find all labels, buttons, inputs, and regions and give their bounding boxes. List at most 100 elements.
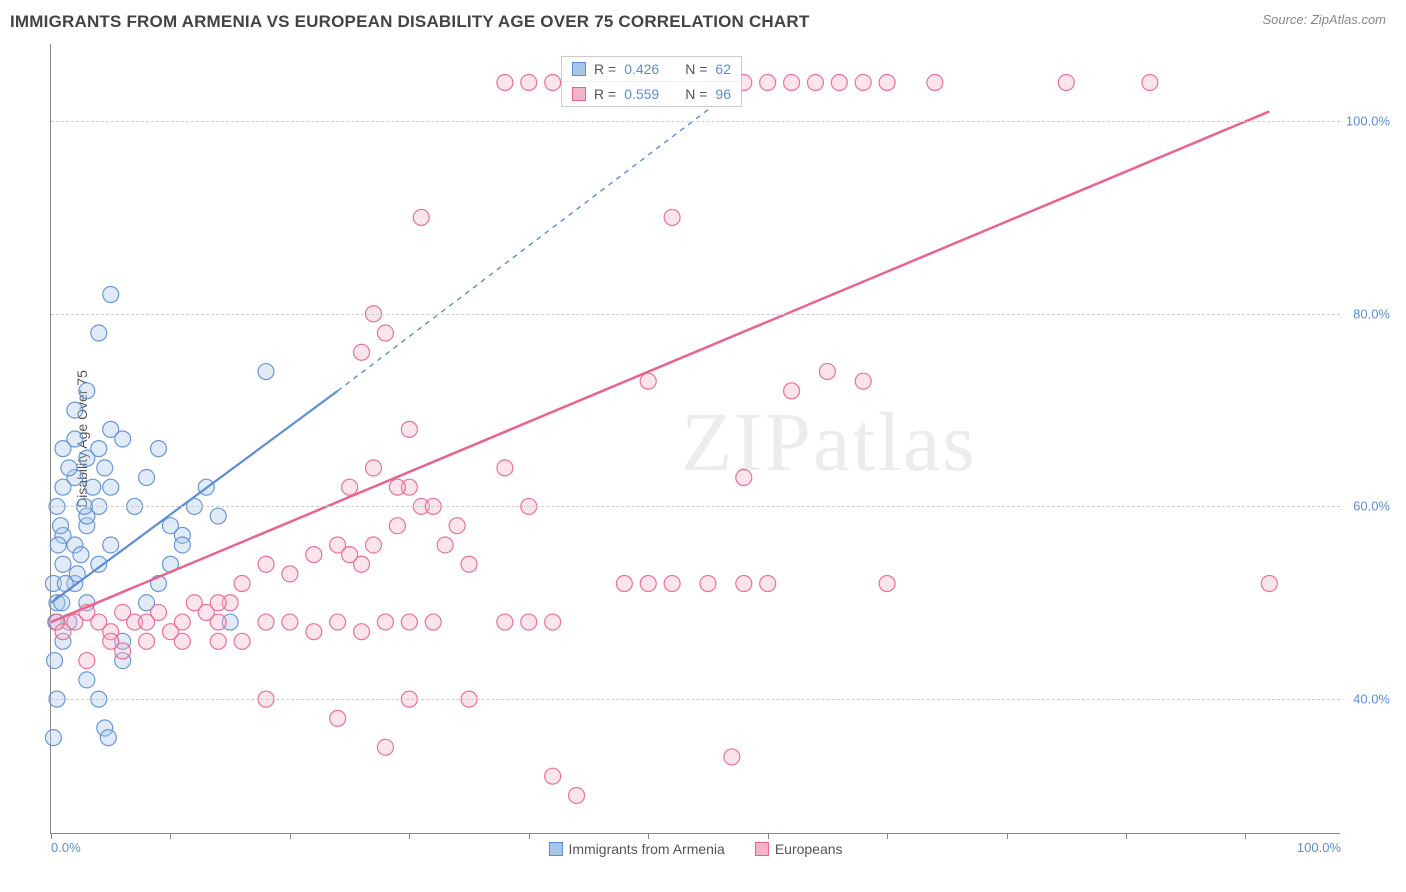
european-point <box>401 614 417 630</box>
european-point <box>784 75 800 91</box>
european-point <box>736 470 752 486</box>
x-tick <box>768 833 769 839</box>
european-point <box>569 787 585 803</box>
stats-n-value: 96 <box>715 86 731 102</box>
legend-label: Europeans <box>775 841 843 857</box>
armenia-point <box>210 508 226 524</box>
european-point <box>927 75 943 91</box>
armenia-point <box>47 653 63 669</box>
gridline <box>51 314 1340 315</box>
european-point <box>258 556 274 572</box>
armenia-point <box>103 479 119 495</box>
armenia-point <box>50 537 66 553</box>
european-point <box>139 633 155 649</box>
european-point <box>449 518 465 534</box>
gridline <box>51 699 1340 700</box>
stats-swatch <box>572 62 586 76</box>
x-tick <box>1007 833 1008 839</box>
european-point <box>377 325 393 341</box>
european-point <box>401 421 417 437</box>
european-point <box>366 537 382 553</box>
european-point <box>879 576 895 592</box>
y-tick-label: 40.0% <box>1353 692 1390 707</box>
european-point <box>760 75 776 91</box>
x-tick <box>1126 833 1127 839</box>
european-point <box>366 460 382 476</box>
y-tick-label: 100.0% <box>1346 114 1390 129</box>
armenia-point <box>79 383 95 399</box>
european-point <box>497 460 513 476</box>
european-point <box>115 643 131 659</box>
european-point <box>330 614 346 630</box>
armenia-point <box>115 431 131 447</box>
armenia-point <box>103 537 119 553</box>
legend-item: Europeans <box>755 841 843 857</box>
stats-n-value: 62 <box>715 61 731 77</box>
stats-r-label: R = <box>594 61 616 77</box>
european-point <box>736 576 752 592</box>
x-tick-left: 0.0% <box>51 840 81 855</box>
european-point <box>389 518 405 534</box>
armenia-point <box>67 402 83 418</box>
stats-row: R =0.559N =96 <box>562 82 741 106</box>
european-point <box>855 373 871 389</box>
armenia-point <box>174 537 190 553</box>
european-point <box>807 75 823 91</box>
stats-row: R = 0.426 N = 62 <box>562 57 741 82</box>
european-point <box>640 373 656 389</box>
x-tick <box>529 833 530 839</box>
armenia-point <box>91 441 107 457</box>
european-point <box>413 209 429 225</box>
x-tick <box>409 833 410 839</box>
stats-r-value: 0.559 <box>624 86 659 102</box>
european-point <box>640 576 656 592</box>
armenia-point <box>54 595 70 611</box>
legend-label: Immigrants from Armenia <box>568 841 724 857</box>
x-tick <box>51 833 52 839</box>
european-point <box>855 75 871 91</box>
gridline <box>51 506 1340 507</box>
stats-n-label: N = <box>685 61 707 77</box>
stats-box: R =0.426N =62R =0.559N =96 <box>561 56 742 107</box>
x-tick <box>887 833 888 839</box>
european-point <box>151 604 167 620</box>
european-point <box>234 633 250 649</box>
european-point <box>425 614 441 630</box>
european-point <box>1142 75 1158 91</box>
armenia-point <box>103 286 119 302</box>
armenia-point <box>79 672 95 688</box>
european-point <box>174 633 190 649</box>
european-trendline <box>51 111 1269 622</box>
european-point <box>234 576 250 592</box>
european-point <box>497 75 513 91</box>
legend-swatch <box>755 842 769 856</box>
legend-bottom: Immigrants from Armenia Europeans <box>548 841 842 857</box>
chart-svg <box>51 44 1340 833</box>
european-point <box>545 768 561 784</box>
european-point <box>1261 576 1277 592</box>
source-credit: Source: ZipAtlas.com <box>1262 12 1386 27</box>
gridline <box>51 121 1340 122</box>
stats-r-label: R = <box>594 86 616 102</box>
armenia-point <box>55 441 71 457</box>
european-point <box>282 614 298 630</box>
european-point <box>497 614 513 630</box>
y-tick-label: 60.0% <box>1353 499 1390 514</box>
stats-r-value: 0.426 <box>624 61 659 77</box>
european-point <box>210 633 226 649</box>
european-point <box>437 537 453 553</box>
european-point <box>210 614 226 630</box>
european-point <box>342 479 358 495</box>
armenia-point <box>151 441 167 457</box>
armenia-point <box>61 460 77 476</box>
x-tick <box>1245 833 1246 839</box>
european-point <box>306 547 322 563</box>
armenia-point <box>73 547 89 563</box>
european-point <box>282 566 298 582</box>
armenia-point <box>85 479 101 495</box>
european-point <box>664 209 680 225</box>
european-point <box>784 383 800 399</box>
y-tick-label: 80.0% <box>1353 306 1390 321</box>
armenia-point <box>100 730 116 746</box>
european-point <box>664 576 680 592</box>
